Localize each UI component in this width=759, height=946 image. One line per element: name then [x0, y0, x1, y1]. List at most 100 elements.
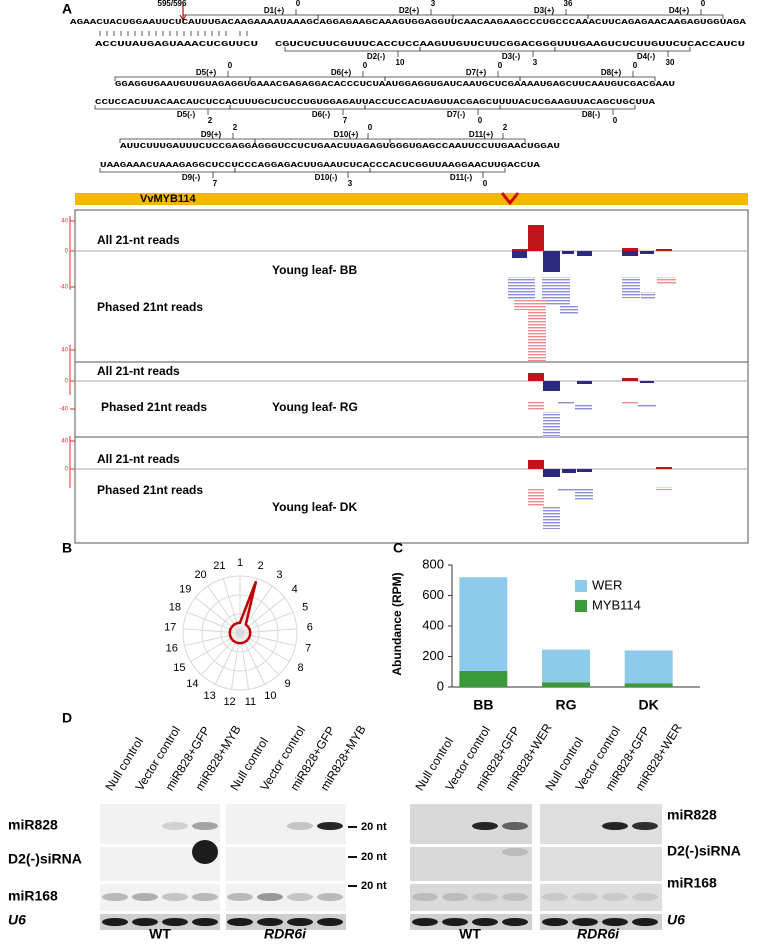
panel-label: C	[393, 540, 403, 556]
row-label: miR168	[667, 875, 717, 891]
track-label: All 21-nt reads	[97, 452, 180, 466]
band	[162, 918, 188, 926]
bar	[542, 682, 590, 687]
band	[502, 822, 528, 830]
radar-label: 13	[204, 690, 216, 702]
radar-label: 5	[302, 601, 308, 613]
band	[472, 918, 498, 926]
band	[542, 893, 568, 901]
phase-bracket	[587, 9, 724, 19]
legend-label: MYB114	[592, 597, 641, 612]
track-label: All 21-nt reads	[97, 364, 180, 378]
band	[162, 822, 188, 830]
track-tick-label: 40	[61, 348, 68, 354]
track-tick-label: 40	[61, 219, 68, 225]
blot	[540, 914, 662, 930]
phase-label: D6(+)	[331, 68, 352, 77]
blot	[226, 847, 346, 881]
size-label: 20 nt	[361, 880, 387, 892]
track-tick-label: -40	[59, 407, 68, 413]
bar	[624, 683, 673, 687]
radar-label: 20	[194, 569, 206, 581]
x-tick-label: DK	[639, 697, 659, 713]
panel-label: D	[62, 710, 72, 726]
band	[257, 893, 283, 901]
band	[602, 822, 628, 830]
radar-label: 3	[276, 569, 282, 581]
blot	[540, 847, 662, 881]
band	[192, 893, 218, 901]
sample-label: Young leaf- DK	[272, 500, 357, 514]
band	[317, 918, 343, 926]
phase-label: D4(+)	[669, 6, 690, 15]
phase-label: D8(+)	[601, 68, 622, 77]
phase-label: D3(+)	[534, 6, 555, 15]
band	[132, 918, 158, 926]
radar-label: 4	[292, 583, 298, 595]
band	[632, 918, 658, 926]
phase-count: 0	[228, 61, 233, 70]
phase-label: D5(+)	[196, 68, 217, 77]
radar-label: 8	[298, 662, 304, 674]
legend-swatch	[575, 600, 587, 612]
phase-count: 7	[213, 179, 218, 188]
band	[502, 893, 528, 901]
track-label: Phased 21nt reads	[97, 300, 203, 314]
legend-label: WER	[592, 577, 622, 592]
band	[227, 893, 253, 901]
phase-label: D2(+)	[399, 6, 420, 15]
phase-count: 10	[396, 58, 405, 67]
blot	[100, 914, 220, 930]
phase-bracket	[384, 71, 521, 81]
sequence: UAAGAAACUAAAGAGGCUCCUCCCAGGAGACUUGAAUCUC…	[100, 162, 541, 170]
group-label: WT	[149, 926, 171, 941]
band	[412, 893, 438, 901]
blot	[540, 884, 662, 911]
phase-bracket	[249, 71, 386, 81]
phase-label: D11(-)	[450, 173, 473, 182]
band	[472, 822, 498, 830]
cleavage-arrowhead	[179, 14, 187, 21]
band	[192, 918, 218, 926]
phase-bracket	[254, 133, 391, 143]
phase-label: D1(+)	[264, 6, 285, 15]
y-axis-label: Abundance (RPM)	[390, 572, 404, 675]
band	[502, 848, 528, 856]
y-tick-label: 0	[437, 678, 444, 693]
phase-bracket	[317, 9, 454, 19]
bar	[542, 649, 590, 683]
phase-count: 0	[498, 61, 503, 70]
band	[162, 893, 188, 901]
bar	[459, 670, 508, 687]
phased-reads	[508, 277, 676, 529]
sequence: CCUCCACUUACAACAUCUCCACUUUGCUCUCCUGUGGAGA…	[95, 99, 656, 107]
radar-label: 9	[285, 678, 291, 690]
band	[132, 893, 158, 901]
band	[192, 840, 218, 864]
phase-count: 30	[666, 58, 675, 67]
panel-label: A	[62, 1, 72, 17]
band	[287, 822, 313, 830]
band	[192, 822, 218, 830]
phase-label: D7(-)	[447, 110, 466, 119]
row-label: U6	[8, 912, 26, 928]
radar-label: 14	[186, 678, 198, 690]
y-tick-label: 200	[422, 648, 444, 663]
radar-label: 2	[258, 560, 264, 572]
size-label: 20 nt	[361, 821, 387, 833]
blot	[410, 914, 532, 930]
band	[602, 893, 628, 901]
pairing-lines	[99, 31, 248, 36]
sequence: AUUCUUUGAUUUCUCCGAGGAGGGUCCUCUGAACUUAGAG…	[120, 143, 560, 151]
band	[572, 918, 598, 926]
band	[257, 918, 283, 926]
y-tick-label: 400	[422, 617, 444, 632]
radar-label: 21	[213, 560, 225, 572]
row-label: miR828	[667, 807, 717, 823]
cleavage-site	[500, 192, 520, 206]
track-tick-label: -40	[59, 285, 68, 291]
band	[412, 918, 438, 926]
phase-bracket	[554, 47, 691, 57]
phase-label: D10(+)	[334, 130, 359, 139]
track-label: Phased 21nt reads	[101, 400, 207, 414]
